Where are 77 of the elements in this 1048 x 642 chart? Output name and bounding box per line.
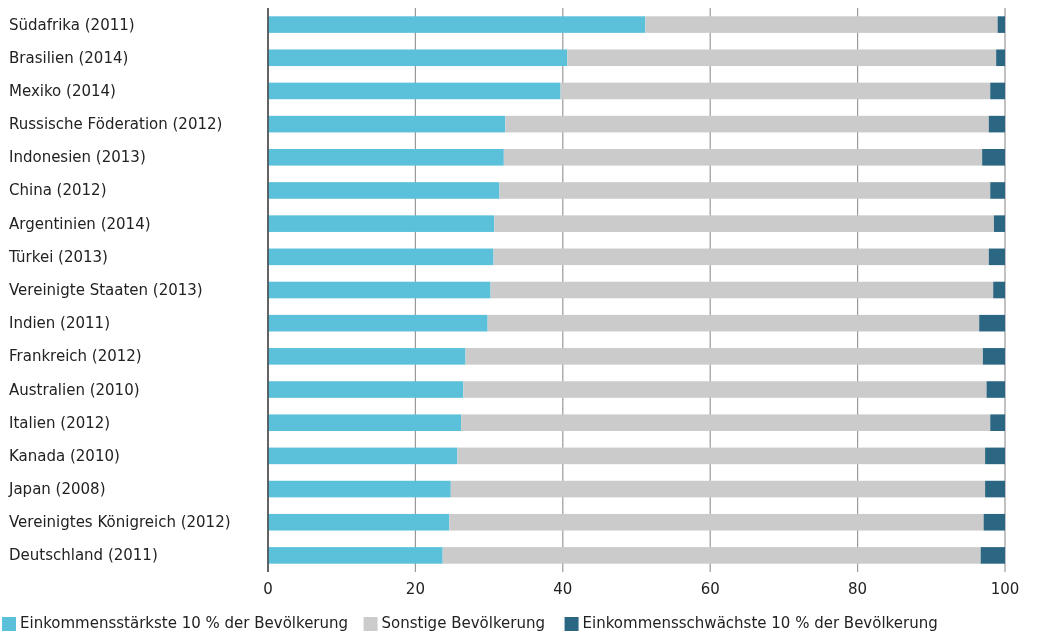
legend-label: Sonstige Bevölkerung (381, 614, 545, 632)
bar (982, 348, 1005, 365)
bar (560, 82, 991, 100)
bar (979, 314, 1005, 332)
bar (268, 513, 450, 531)
y-tick-label: Australien (2010) (9, 380, 140, 399)
y-tick-label: Indien (2011) (9, 314, 111, 333)
bar (990, 82, 1005, 100)
y-tick-label: Türkei (2013) (8, 247, 108, 266)
bar (463, 381, 987, 398)
y-tick-label: Indonesien (2013) (9, 148, 146, 167)
y-tick-label: Südafrika (2011) (9, 15, 135, 34)
x-tick-label: 20 (405, 580, 425, 598)
y-tick-label: Vereinigtes Königreich (2012) (9, 513, 231, 532)
bar (268, 149, 504, 166)
bar (505, 115, 989, 133)
bar (465, 348, 983, 365)
bar (268, 82, 561, 100)
bar (997, 16, 1005, 33)
bar (268, 281, 491, 299)
bar (487, 314, 980, 332)
bar (980, 547, 1005, 564)
bar (268, 215, 495, 232)
bar (996, 49, 1005, 67)
bar (268, 49, 568, 67)
y-tick-label: Mexiko (2014) (9, 81, 116, 100)
bar (990, 182, 1005, 199)
y-tick-label: Italien (2012) (9, 413, 111, 432)
bar (645, 16, 998, 33)
y-tick-label: China (2012) (9, 181, 107, 200)
bar (449, 513, 984, 531)
bar (982, 149, 1005, 166)
bar (268, 348, 466, 365)
bar (268, 182, 500, 199)
bar (986, 381, 1005, 398)
x-tick-label: 60 (700, 580, 720, 598)
y-tick-label: Deutschland (2011) (9, 546, 158, 565)
bar (993, 281, 1005, 299)
bar (983, 513, 1005, 531)
x-tick-label: 80 (848, 580, 868, 598)
bar (493, 248, 989, 266)
bar (567, 49, 997, 67)
legend-label: Einkommensstärkste 10 % der Bevölkerung (20, 614, 349, 632)
bar (993, 215, 1005, 232)
y-tick-label: Russische Föderation (2012) (9, 115, 223, 134)
x-tick-label: 0 (263, 580, 273, 598)
y-tick-label: Frankreich (2012) (9, 347, 142, 366)
x-tick-label: 40 (553, 580, 573, 598)
bar (268, 314, 488, 332)
bar (268, 480, 451, 498)
bar (268, 115, 506, 133)
bar (268, 248, 494, 266)
y-tick-label: Brasilien (2014) (9, 48, 129, 67)
bar (450, 480, 986, 498)
bar (988, 248, 1005, 266)
bar (985, 447, 1005, 465)
x-tick-label: 100 (990, 580, 1020, 598)
legend-label: Einkommensschwächste 10 % der Bevölkerung (582, 614, 938, 632)
y-tick-label: Vereinigte Staaten (2013) (9, 281, 203, 299)
bar (494, 215, 994, 232)
bar (268, 447, 458, 465)
y-tick-label: Argentinien (2014) (9, 214, 151, 233)
bar (499, 182, 991, 199)
bar (503, 149, 983, 166)
bar (988, 115, 1005, 133)
bar (268, 547, 443, 564)
bar (268, 414, 462, 431)
y-tick-label: Japan (2008) (8, 480, 106, 499)
bar (457, 447, 986, 465)
bar (490, 281, 994, 299)
bar (268, 16, 646, 33)
bar (442, 547, 981, 564)
bar (990, 414, 1005, 431)
y-tick-label: Kanada (2010) (9, 446, 120, 465)
bar (461, 414, 991, 431)
bar (985, 480, 1005, 498)
bar (268, 381, 464, 398)
